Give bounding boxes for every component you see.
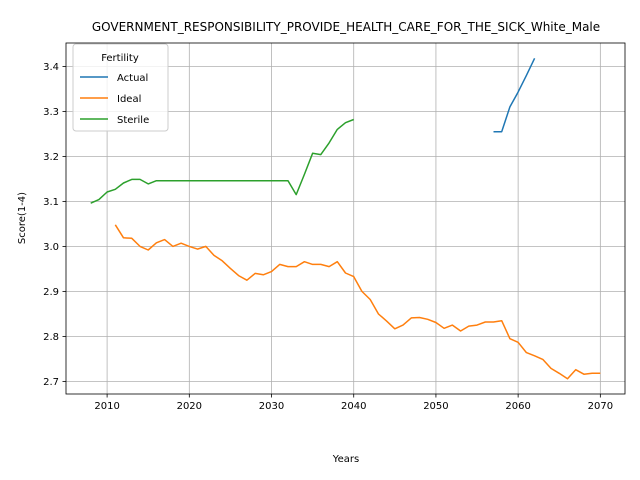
legend-box bbox=[72, 43, 169, 132]
series-line-ideal bbox=[114, 224, 601, 380]
plot-frame bbox=[65, 42, 626, 395]
y-axis-title: Score(1-4) bbox=[17, 192, 28, 244]
series-line-sterile bbox=[90, 118, 354, 204]
y-tick-label: 2.8 bbox=[43, 332, 59, 343]
legend-entries: Actual Ideal Sterile bbox=[80, 73, 149, 126]
x-tick-label: 2030 bbox=[259, 401, 284, 412]
x-tick-label: 2040 bbox=[341, 401, 366, 412]
x-tick-label: 2010 bbox=[94, 401, 119, 412]
y-tick-label: 3.1 bbox=[43, 197, 59, 208]
legend-title: Fertility bbox=[101, 53, 139, 64]
y-tick-label: 3.3 bbox=[43, 107, 59, 118]
x-tick-label: 2070 bbox=[588, 401, 613, 412]
series-line-actual bbox=[493, 57, 536, 133]
y-tick-label: 3.2 bbox=[43, 152, 59, 163]
chart-title: GOVERNMENT_RESPONSIBILITY_PROVIDE_HEALTH… bbox=[92, 20, 600, 34]
x-tick-label: 2050 bbox=[423, 401, 448, 412]
legend-label-ideal: Ideal bbox=[117, 94, 141, 105]
series-lines bbox=[90, 57, 601, 380]
y-tick-label: 3.0 bbox=[43, 242, 59, 253]
y-tick-label: 3.4 bbox=[43, 62, 59, 73]
y-tick-label: 2.7 bbox=[43, 377, 59, 388]
x-tick-label: 2020 bbox=[177, 401, 202, 412]
y-tick-label: 2.9 bbox=[43, 287, 59, 298]
x-tick-label: 2060 bbox=[505, 401, 530, 412]
x-axis-title: Years bbox=[332, 454, 359, 465]
legend: Fertility Actual Ideal Sterile bbox=[72, 43, 169, 132]
legend-label-sterile: Sterile bbox=[117, 115, 149, 126]
axis-ticks: 2010 2020 2030 2040 2050 2060 2070 2.7 2.8 2.9 3.0… bbox=[43, 62, 613, 412]
grid-lines bbox=[66, 43, 625, 394]
legend-label-actual: Actual bbox=[117, 73, 148, 84]
